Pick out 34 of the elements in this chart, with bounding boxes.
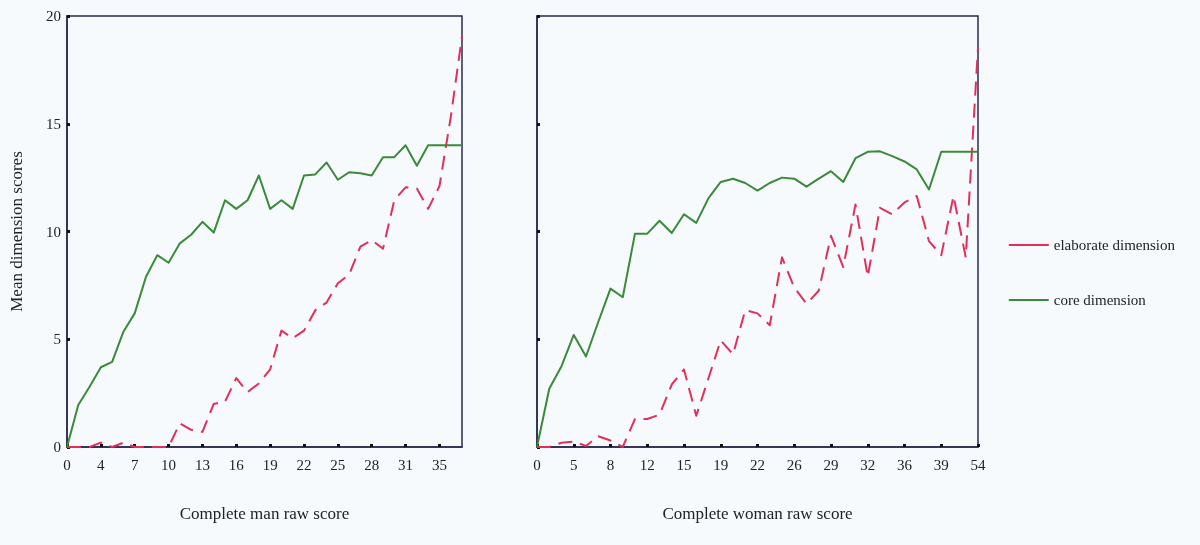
x-tick-label: 16 bbox=[228, 456, 245, 473]
x-tick-label: 10 bbox=[161, 456, 177, 473]
y-tick-label: 15 bbox=[46, 115, 61, 132]
x-tick-label: 54 bbox=[970, 456, 986, 473]
x-tick-label: 25 bbox=[330, 456, 346, 473]
x-tick-label: 28 bbox=[364, 456, 380, 473]
y-tick-label: 10 bbox=[46, 223, 61, 240]
y-tick-label: 0 bbox=[53, 439, 61, 455]
x-tick-label: 36 bbox=[897, 456, 913, 473]
x-tick-label: 5 bbox=[570, 456, 578, 473]
x-tick-label: 22 bbox=[750, 456, 765, 473]
x-tick-label: 19 bbox=[713, 456, 729, 473]
x-tick-label: 13 bbox=[194, 456, 210, 473]
x-tick-label: 29 bbox=[823, 456, 839, 473]
legend-label: elaborate dimension bbox=[1053, 237, 1176, 253]
x-tick-label: 8 bbox=[606, 456, 615, 473]
y-axis-title: Mean dimension scores bbox=[7, 151, 26, 312]
x-tick-label: 32 bbox=[860, 456, 876, 473]
x-axis-title: Complete woman raw score bbox=[662, 504, 853, 523]
x-axis-title: Complete man raw score bbox=[179, 504, 350, 523]
y-tick-label: 20 bbox=[46, 8, 61, 24]
x-tick-label: 22 bbox=[296, 456, 312, 473]
x-tick-label: 26 bbox=[786, 456, 803, 473]
x-tick-label: 39 bbox=[933, 456, 949, 473]
x-tick-label: 15 bbox=[676, 456, 692, 473]
x-tick-label: 7 bbox=[130, 456, 139, 473]
x-tick-label: 31 bbox=[398, 456, 414, 473]
x-tick-label: 4 bbox=[97, 456, 106, 473]
legend-label: core dimension bbox=[1053, 292, 1147, 308]
y-tick-label: 5 bbox=[53, 331, 61, 348]
x-tick-label: 19 bbox=[262, 456, 278, 473]
x-tick-label: 0 bbox=[533, 456, 541, 473]
x-tick-label: 12 bbox=[639, 456, 655, 473]
x-tick-label: 35 bbox=[431, 456, 447, 473]
